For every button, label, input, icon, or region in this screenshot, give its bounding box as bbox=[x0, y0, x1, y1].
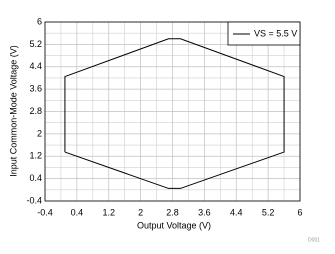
y-tick-label: 6 bbox=[37, 16, 42, 26]
legend-box bbox=[227, 21, 301, 46]
figure-id: D001 bbox=[308, 237, 320, 243]
y-tick-label: 5.2 bbox=[29, 39, 42, 49]
x-tick-label: 4.4 bbox=[230, 207, 243, 217]
x-tick-label: 2 bbox=[138, 207, 143, 217]
x-tick-label: 5.2 bbox=[262, 207, 275, 217]
x-tick-label: 1.2 bbox=[102, 207, 115, 217]
x-tick-label: 3.6 bbox=[198, 207, 211, 217]
y-tick-label: 3.6 bbox=[29, 84, 42, 94]
data-line bbox=[64, 38, 285, 189]
plot-frame bbox=[44, 21, 301, 202]
x-axis-label: Output Voltage (V) bbox=[137, 220, 211, 230]
y-axis-label: Input Common-Mode Voltage (V) bbox=[8, 45, 18, 177]
legend-label: VS = 5.5 V bbox=[254, 28, 297, 38]
y-tick-label: 2 bbox=[37, 128, 42, 138]
y-tick-label: 1.2 bbox=[29, 151, 42, 161]
y-tick-label: 2.8 bbox=[29, 106, 42, 116]
x-tick-label: -0.4 bbox=[37, 207, 53, 217]
y-tick-label: 4.4 bbox=[29, 61, 42, 71]
x-tick-label: 6 bbox=[297, 207, 302, 217]
x-tick-label: 2.8 bbox=[166, 207, 179, 217]
y-tick-label: 0.4 bbox=[29, 173, 42, 183]
y-tick-label: -0.4 bbox=[26, 195, 42, 205]
x-tick-label: 0.4 bbox=[71, 207, 84, 217]
